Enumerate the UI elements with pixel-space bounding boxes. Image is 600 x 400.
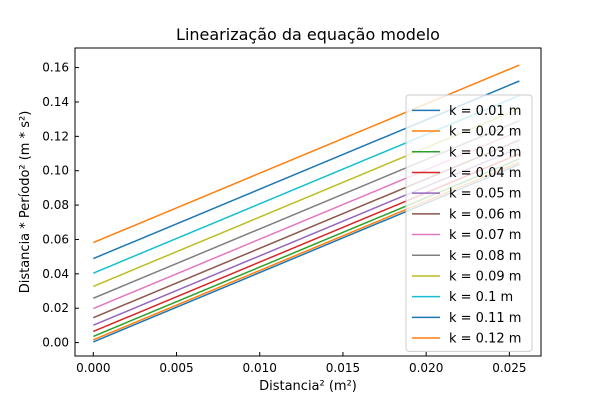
legend-box [405,94,533,352]
y-axis-label: Distancia * Período² (m * s²) [18,111,33,294]
x-tick-label: 0.025 [492,361,526,375]
chart-title: Linearização da equação modelo [176,25,440,44]
legend-label: k = 0.08 m [449,249,521,264]
y-tick-label: 0.04 [42,267,69,281]
y-tick-label: 0.10 [42,164,69,178]
legend-label: k = 0.09 m [449,269,521,284]
y-tick-label: 0.06 [42,232,69,246]
legend-label: k = 0.1 m [449,290,513,305]
y-tick-label: 0.00 [42,336,69,350]
legend-label: k = 0.02 m [449,125,521,140]
x-tick-label: 0.000 [76,361,110,375]
legend-label: k = 0.07 m [449,228,521,243]
y-tick-label: 0.02 [42,301,69,315]
legend-label: k = 0.04 m [449,166,521,181]
legend-label: k = 0.01 m [449,104,521,119]
x-tick-label: 0.020 [409,361,443,375]
y-tick-label: 0.16 [42,61,69,75]
x-tick-label: 0.010 [243,361,277,375]
legend-label: k = 0.06 m [449,207,521,222]
x-tick-label: 0.005 [159,361,193,375]
y-tick-label: 0.12 [42,129,69,143]
ticks: 0.000 0.005 0.010 0.015 0.020 0.025 0.00 0.02 0.… [42,61,526,375]
x-axis-label: Distancia² (m²) [259,379,357,394]
legend-label: k = 0.11 m [449,311,521,326]
legend-label: k = 0.03 m [449,145,521,160]
y-tick-label: 0.08 [42,198,69,212]
legend-label: k = 0.05 m [449,187,521,202]
legend: k = 0.01 m k = 0.02 m k = 0.03 m k = 0.04 m… [405,94,533,352]
x-tick-label: 0.015 [326,361,360,375]
y-tick-label: 0.14 [42,95,69,109]
legend-label: k = 0.12 m [449,332,521,347]
